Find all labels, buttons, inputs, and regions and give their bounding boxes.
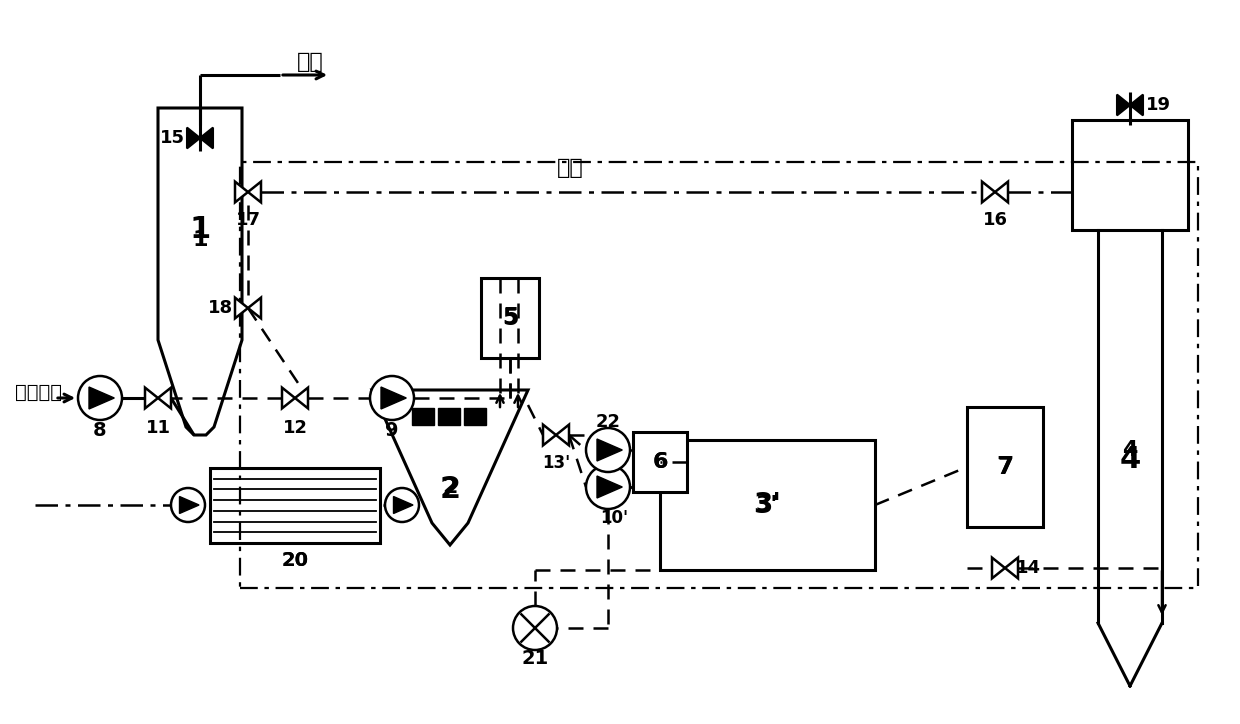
Text: 20: 20 xyxy=(281,550,309,570)
Circle shape xyxy=(171,488,205,522)
Text: 4: 4 xyxy=(1120,445,1141,474)
Bar xyxy=(481,278,539,358)
Bar xyxy=(464,408,486,425)
Text: 12: 12 xyxy=(283,419,308,437)
Polygon shape xyxy=(1130,95,1143,115)
Bar xyxy=(241,162,1198,588)
Polygon shape xyxy=(982,182,994,203)
Polygon shape xyxy=(596,439,622,461)
Text: 6: 6 xyxy=(652,452,668,472)
Text: 20: 20 xyxy=(281,552,309,571)
Bar xyxy=(660,440,875,570)
Bar xyxy=(438,408,460,425)
Text: 2: 2 xyxy=(443,477,458,497)
Text: 氨氮废水: 氨氮废水 xyxy=(15,382,62,402)
Circle shape xyxy=(78,376,122,420)
Polygon shape xyxy=(992,557,1004,578)
Text: 21: 21 xyxy=(521,649,548,668)
Bar xyxy=(967,407,1043,527)
Text: 6: 6 xyxy=(652,452,668,472)
Text: 3': 3' xyxy=(754,491,781,519)
Circle shape xyxy=(587,428,630,472)
Bar xyxy=(412,408,434,425)
Polygon shape xyxy=(157,387,171,408)
Polygon shape xyxy=(157,108,242,435)
Text: 出水: 出水 xyxy=(296,52,324,72)
Polygon shape xyxy=(556,424,569,445)
Polygon shape xyxy=(393,497,413,513)
Polygon shape xyxy=(248,182,260,203)
Text: 13': 13' xyxy=(542,454,570,472)
Polygon shape xyxy=(994,182,1008,203)
Circle shape xyxy=(370,376,414,420)
Text: 5: 5 xyxy=(502,306,518,330)
Polygon shape xyxy=(295,387,308,408)
Text: 1: 1 xyxy=(190,216,211,245)
Polygon shape xyxy=(200,127,213,148)
Text: 7: 7 xyxy=(996,455,1013,479)
Polygon shape xyxy=(180,497,200,513)
Polygon shape xyxy=(236,182,248,203)
Polygon shape xyxy=(281,387,295,408)
Text: 15: 15 xyxy=(160,129,185,147)
Text: 11: 11 xyxy=(145,419,171,437)
Polygon shape xyxy=(248,298,260,319)
Polygon shape xyxy=(89,387,114,409)
Circle shape xyxy=(587,465,630,509)
Text: 出水: 出水 xyxy=(557,158,583,178)
Text: 17: 17 xyxy=(236,211,260,229)
Text: 3': 3' xyxy=(756,495,779,515)
Text: 7: 7 xyxy=(997,457,1013,477)
Bar xyxy=(210,468,379,543)
Polygon shape xyxy=(236,298,248,319)
Bar xyxy=(632,432,687,492)
Text: 5: 5 xyxy=(502,308,517,328)
Text: 14: 14 xyxy=(1016,559,1040,577)
Text: 19: 19 xyxy=(1146,96,1171,114)
Circle shape xyxy=(513,606,557,650)
Polygon shape xyxy=(145,387,157,408)
Text: 4: 4 xyxy=(1122,440,1137,460)
Text: 1: 1 xyxy=(192,230,208,250)
Text: 10': 10' xyxy=(600,509,629,527)
Polygon shape xyxy=(596,476,622,498)
Text: 8: 8 xyxy=(93,421,107,439)
Polygon shape xyxy=(1117,95,1130,115)
Polygon shape xyxy=(1004,557,1018,578)
Text: 16: 16 xyxy=(982,211,1007,229)
Polygon shape xyxy=(372,390,528,545)
Polygon shape xyxy=(543,424,556,445)
Text: 18: 18 xyxy=(207,299,233,317)
Bar xyxy=(1073,120,1188,230)
Polygon shape xyxy=(187,127,200,148)
Text: 2: 2 xyxy=(439,476,460,505)
Text: 9: 9 xyxy=(386,421,399,439)
Text: 22: 22 xyxy=(595,413,620,431)
Polygon shape xyxy=(381,387,407,409)
Circle shape xyxy=(384,488,419,522)
